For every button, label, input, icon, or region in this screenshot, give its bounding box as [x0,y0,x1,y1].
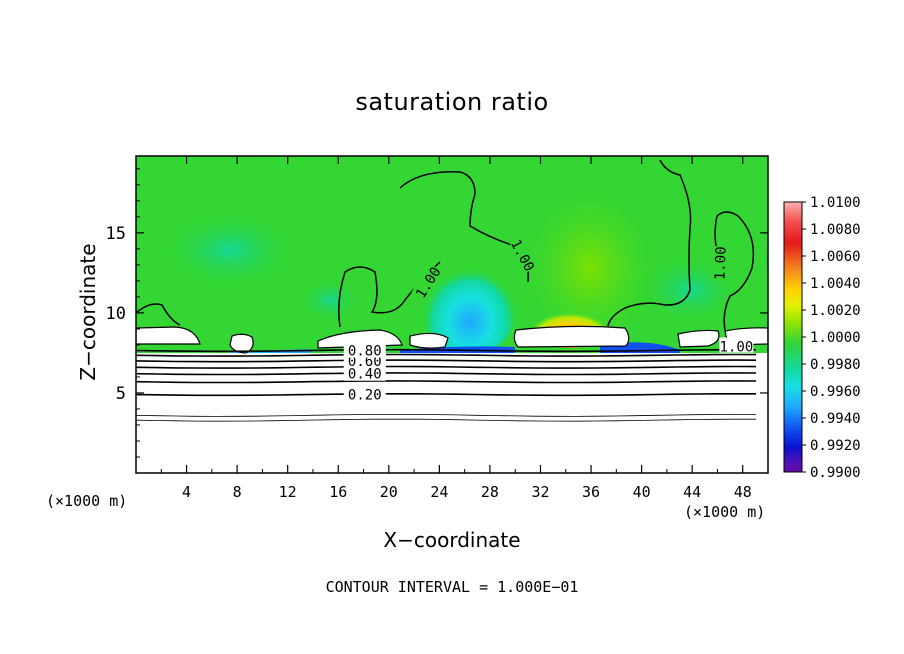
contour-labels: 0.200.400.600.801.001.00 1.001.00 [343,236,754,404]
contour-one-label-bg-b [509,236,539,274]
field-blob-moist [420,245,520,355]
contour-label-2: 0.40 [348,367,382,383]
chart-title: saturation ratio [355,88,549,116]
colorbar [783,201,803,473]
x-tick-label-1: 8 [233,483,242,501]
x-tick-label-8: 36 [582,483,600,501]
field-blob-cyan-mid [300,278,360,322]
contour-label-bg-2 [343,366,386,381]
y-tick-label-1: 10 [106,304,126,324]
x-axis-ticks: 4 8 12 16 20 24 28 32 36 40 44 48 [160,156,752,501]
x-tick-label-3: 16 [329,483,347,501]
contour-one-c [338,261,441,328]
contour-one-label-text-c: 1.00 [712,246,729,280]
colorbar-labels: 1.0100 1.0080 1.0060 1.0040 1.0020 1.0000 0.99… [802,195,861,481]
cloud-patch-2 [229,333,254,354]
contour-line-5 [136,353,757,357]
x-tick-label-6: 28 [481,483,499,501]
contour-one-label-text-d: 1.00 [720,340,754,356]
contour-line-6 [136,348,757,353]
contour-one-d [607,159,692,327]
contour-line-1 [136,380,757,384]
x-axis-label: X−coordinate [383,528,521,552]
y-tick-label-2: 15 [106,224,126,244]
colorbar-label-5: 1.0000 [810,330,861,346]
cloud-patches [136,325,768,354]
plot-frame [135,155,769,474]
colorbar-label-6: 0.9980 [810,357,861,373]
cloud-patch-1 [136,326,201,345]
contour-label-6: 0.80 [348,344,382,360]
cloud-patch-5 [513,325,630,348]
contour-one-label-bg-c [710,245,727,281]
y-axis-ticks: 5 10 15 [106,168,768,458]
contour-label-bg-6 [343,343,386,358]
colorbar-label-1: 1.0080 [810,222,861,238]
x-tick-label-7: 32 [531,483,549,501]
contour-label-0: 0.20 [348,388,382,404]
contour-thin-1 [136,418,756,422]
contour-one-label-bg-d [719,337,754,353]
colorbar-label-7: 0.9960 [810,384,861,400]
colorbar-label-8: 0.9940 [810,411,861,427]
colorbar-label-3: 1.0040 [810,276,861,292]
cloud-patch-6 [677,329,720,348]
contour-one-e [714,211,755,331]
x-tick-label-0: 4 [182,483,191,501]
contour-line-3 [136,365,757,369]
x-tick-label-4: 20 [380,483,398,501]
contour-line-2 [136,372,757,376]
contour-label-bg-0 [343,387,386,402]
contour-line-0 [136,393,756,397]
x-unit-label-right: (×1000 m) [684,503,766,521]
cloud-patch-3 [317,329,403,349]
contour-one-label-c: 1.00 [710,245,730,281]
x-tick-label-9: 40 [633,483,651,501]
colorbar-label-9: 0.9920 [810,438,861,454]
contour-line-4 [136,359,757,363]
cloud-patch-4 [409,332,449,349]
subsaturated-layer [136,353,768,473]
saturation-field [136,156,768,473]
colorbar-label-2: 1.0060 [810,249,861,265]
field-blob-cyan-left [160,210,300,290]
contour-one-a [136,303,181,326]
contour-one-label-bg-a [411,263,443,301]
x-unit-label-left: (×1000 m) [46,492,128,510]
low-level-contours [136,348,757,422]
colorbar-label-10: 0.9900 [810,465,861,481]
contour-label-4: 0.60 [348,354,382,370]
contour-interval-note: CONTOUR INTERVAL = 1.000E−01 [325,578,579,596]
colorbar-label-4: 1.0020 [810,303,861,319]
x-tick-label-10: 44 [683,483,701,501]
contour-one-label-d: 1.00 [719,337,754,356]
x-tick-label-5: 24 [430,483,448,501]
y-tick-label-0: 5 [116,384,126,404]
x-tick-label-11: 48 [734,483,752,501]
colorbar-label-0: 1.0100 [810,195,861,211]
x-tick-label-2: 12 [279,483,297,501]
contour-thin-0 [136,414,756,417]
